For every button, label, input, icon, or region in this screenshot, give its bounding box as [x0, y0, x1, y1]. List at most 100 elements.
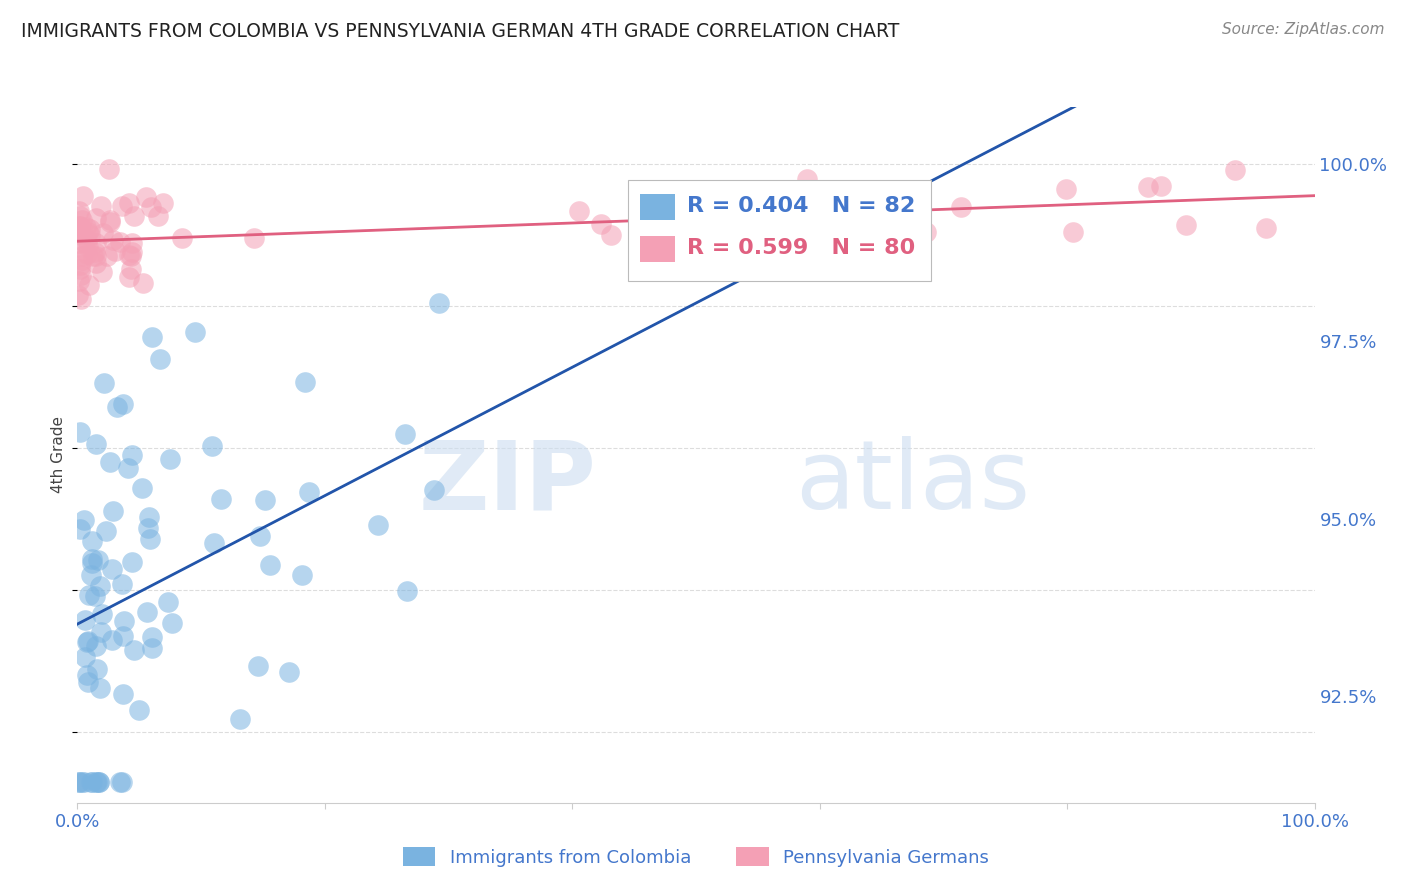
- Point: [90, 607, 112, 621]
- Point: [427, 295, 450, 310]
- Point: [90, 199, 112, 213]
- Point: [120, 249, 142, 263]
- Point: [247, 659, 270, 673]
- Point: [1150, 179, 1173, 194]
- Point: [156, 595, 179, 609]
- Point: [112, 687, 135, 701]
- Point: [159, 452, 181, 467]
- Point: [111, 629, 134, 643]
- Point: [98, 214, 121, 228]
- Point: [683, 197, 706, 211]
- Text: R = 0.599   N = 80: R = 0.599 N = 80: [688, 237, 915, 258]
- Point: [110, 774, 132, 789]
- Point: [83, 244, 105, 259]
- Point: [591, 218, 613, 232]
- Point: [70, 268, 93, 282]
- Legend: Immigrants from Colombia, Pennsylvania Germans: Immigrants from Colombia, Pennsylvania G…: [395, 840, 997, 874]
- Point: [76, 233, 98, 247]
- Point: [367, 518, 389, 533]
- Text: ZIP: ZIP: [419, 436, 598, 529]
- Point: [160, 615, 183, 630]
- Point: [82, 552, 104, 566]
- Point: [86, 662, 108, 676]
- Point: [122, 209, 145, 223]
- Point: [70, 249, 93, 263]
- Point: [89, 681, 111, 696]
- Point: [796, 172, 818, 186]
- Point: [118, 196, 141, 211]
- Point: [152, 196, 174, 211]
- Point: [80, 774, 103, 789]
- Y-axis label: 4th Grade: 4th Grade: [51, 417, 66, 493]
- Point: [718, 206, 741, 220]
- Point: [84, 589, 107, 603]
- Point: [136, 521, 159, 535]
- Text: atlas: atlas: [794, 436, 1031, 529]
- Point: [738, 223, 761, 237]
- Point: [141, 640, 163, 655]
- Point: [111, 199, 134, 213]
- Point: [67, 774, 90, 789]
- Point: [75, 613, 97, 627]
- Point: [86, 211, 108, 225]
- Point: [422, 483, 444, 497]
- Point: [135, 605, 157, 619]
- Point: [67, 235, 90, 250]
- Point: [1136, 180, 1159, 194]
- Point: [297, 485, 319, 500]
- Point: [121, 236, 143, 251]
- Point: [149, 351, 172, 366]
- Point: [67, 203, 90, 218]
- Point: [131, 481, 153, 495]
- Point: [100, 632, 122, 647]
- Point: [1062, 225, 1084, 239]
- Point: [67, 287, 90, 301]
- Text: Source: ZipAtlas.com: Source: ZipAtlas.com: [1222, 22, 1385, 37]
- Point: [80, 556, 103, 570]
- Point: [111, 397, 134, 411]
- Point: [77, 278, 100, 293]
- Point: [815, 236, 838, 251]
- Point: [599, 227, 621, 242]
- Point: [84, 639, 107, 653]
- Point: [249, 528, 271, 542]
- Point: [1223, 162, 1246, 177]
- Point: [138, 510, 160, 524]
- Point: [75, 219, 97, 234]
- Point: [100, 455, 122, 469]
- Point: [184, 325, 207, 339]
- Point: [89, 579, 111, 593]
- Point: [72, 227, 94, 241]
- Point: [111, 774, 134, 789]
- Point: [291, 568, 314, 582]
- FancyBboxPatch shape: [640, 235, 675, 262]
- Point: [73, 650, 96, 665]
- Point: [108, 235, 131, 249]
- Point: [90, 624, 112, 639]
- Point: [87, 552, 110, 566]
- Point: [120, 262, 142, 277]
- Point: [1175, 218, 1198, 232]
- Point: [80, 568, 103, 582]
- Point: [76, 634, 98, 648]
- Point: [122, 642, 145, 657]
- Point: [98, 213, 121, 227]
- Point: [915, 225, 938, 239]
- Point: [139, 532, 162, 546]
- Point: [80, 533, 103, 548]
- Point: [67, 274, 90, 288]
- Point: [141, 330, 163, 344]
- Point: [706, 228, 728, 243]
- Point: [84, 436, 107, 450]
- Point: [294, 375, 316, 389]
- Point: [135, 190, 157, 204]
- Point: [146, 209, 169, 223]
- Point: [76, 247, 98, 261]
- Point: [93, 376, 115, 391]
- Point: [111, 577, 134, 591]
- Point: [950, 200, 973, 214]
- Point: [101, 233, 124, 247]
- Point: [96, 249, 118, 263]
- Point: [79, 227, 101, 242]
- Point: [253, 493, 276, 508]
